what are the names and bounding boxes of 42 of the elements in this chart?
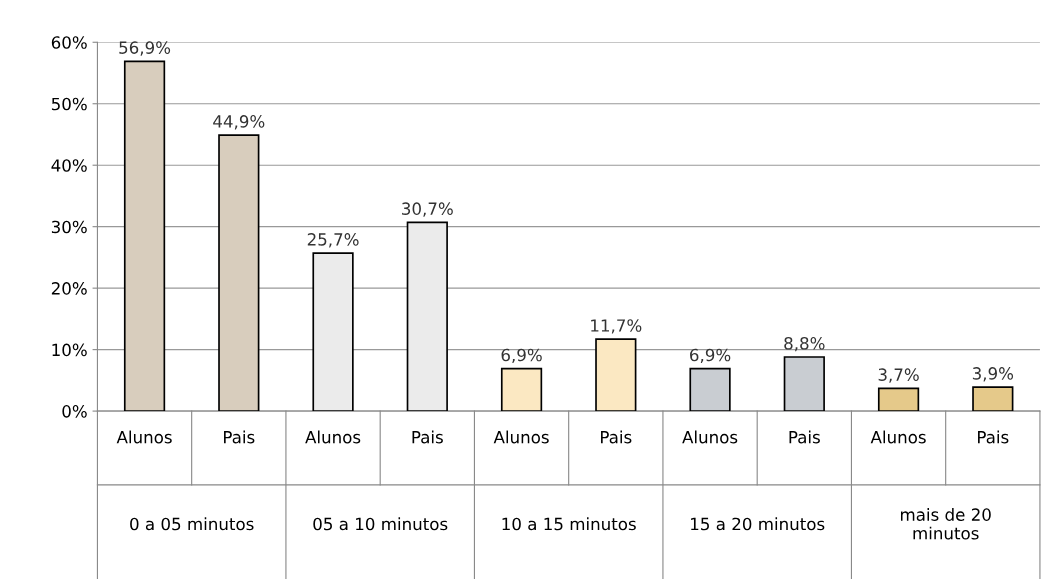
data-label: 25,7% <box>307 233 359 248</box>
data-label: 6,9% <box>501 348 542 363</box>
data-label: 6,9% <box>690 348 731 363</box>
bar <box>218 134 260 412</box>
bar <box>500 367 543 412</box>
x-tick-label: Pais <box>978 430 1009 444</box>
x-tick-label: Pais <box>789 430 820 444</box>
bar <box>972 386 1014 412</box>
y-tick-label: 0% <box>62 405 87 418</box>
text: 05 a 10 minutos <box>313 517 448 531</box>
bar <box>877 387 920 412</box>
text: 15 a 20 minutos <box>691 517 825 531</box>
y-tick-label: 50% <box>51 97 87 111</box>
bar <box>406 221 448 412</box>
bar <box>689 367 731 412</box>
x-tick-label: Alunos <box>870 430 926 444</box>
text: 0 a 05 minutos <box>130 517 254 531</box>
data-label: 3,9% <box>972 367 1014 382</box>
bar <box>312 252 354 412</box>
data-label: 30,7% <box>402 202 453 217</box>
bar <box>123 60 166 412</box>
data-label: 56,9% <box>119 41 171 56</box>
data-label: 8,8% <box>784 336 825 352</box>
bar <box>595 338 637 412</box>
x-tick-label: Alunos <box>305 430 361 444</box>
y-tick-label: 10% <box>52 343 87 357</box>
bar <box>783 356 825 412</box>
x-tick-label: Pais <box>601 430 632 444</box>
y-tick-label: 20% <box>51 282 87 295</box>
y-tick-label: 40% <box>51 159 87 172</box>
x-tick-label: Pais <box>412 430 443 444</box>
data-label: 11,7% <box>591 319 642 334</box>
data-label: 3,7% <box>878 368 919 383</box>
x-tick-label: Alunos <box>116 430 172 444</box>
y-tick-label: 30% <box>51 220 87 234</box>
x-tick-label: Alunos <box>682 430 738 444</box>
data-label: 44,9% <box>213 115 265 130</box>
x-tick-label: Pais <box>224 430 255 444</box>
text: 10 a 15 minutos <box>502 517 636 531</box>
text: mais de 20 minutos <box>901 508 991 540</box>
y-tick-label: 60% <box>51 36 87 49</box>
x-tick-label: Alunos <box>493 430 549 444</box>
